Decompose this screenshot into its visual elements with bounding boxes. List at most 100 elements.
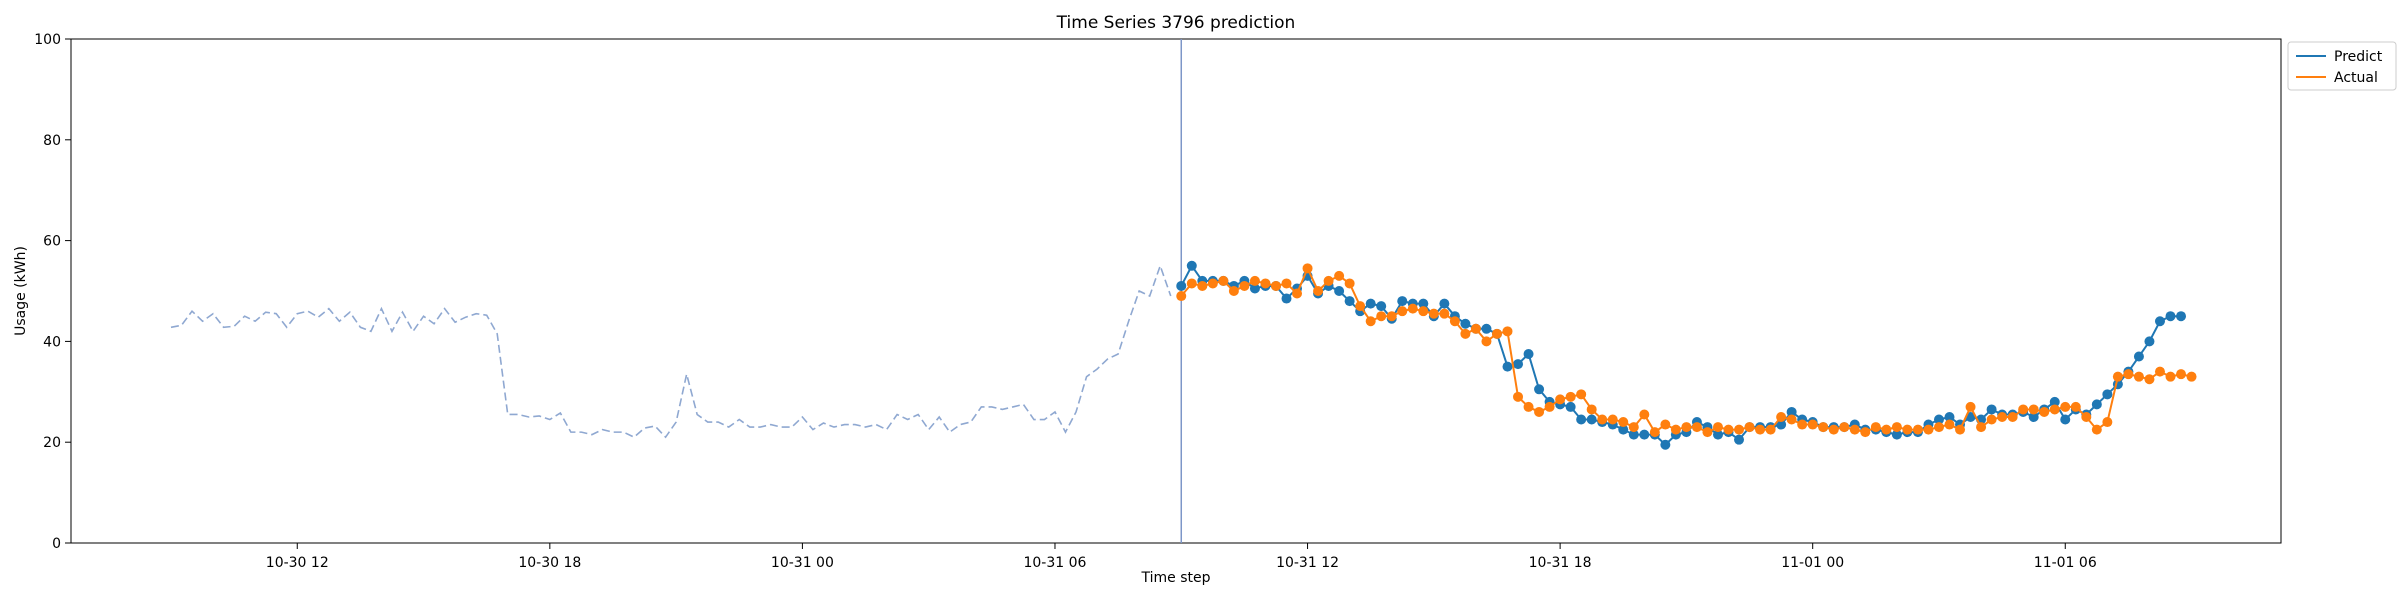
data-point-actual bbox=[1586, 404, 1597, 415]
plot-frame bbox=[70, 38, 2282, 544]
data-point-predict bbox=[2154, 316, 2165, 327]
data-point-actual bbox=[1523, 401, 1534, 412]
data-point-actual bbox=[1376, 311, 1387, 322]
data-point-actual bbox=[1313, 286, 1324, 296]
data-point-actual bbox=[1407, 303, 1418, 314]
data-point-actual bbox=[2039, 406, 2050, 417]
data-point-predict bbox=[1481, 323, 1492, 334]
legend-label-predict: Predict bbox=[2334, 49, 2383, 65]
data-point-actual bbox=[1933, 422, 1944, 433]
data-point-predict bbox=[2176, 311, 2187, 322]
data-point-actual bbox=[1534, 406, 1545, 417]
data-point-predict bbox=[1439, 298, 1450, 309]
data-point-predict bbox=[1502, 361, 1513, 372]
data-point-actual bbox=[1955, 424, 1966, 435]
data-point-predict bbox=[1523, 349, 1534, 359]
data-point-actual bbox=[1607, 414, 1618, 425]
data-point-actual bbox=[1176, 291, 1187, 302]
data-point-actual bbox=[1618, 417, 1629, 428]
data-point-predict bbox=[1281, 293, 1292, 304]
x-axis: 10-30 12 10-30 18 10-31 00 10-31 06 10-31 12… bbox=[266, 543, 2097, 571]
data-point-actual bbox=[1302, 263, 1313, 274]
data-point-actual bbox=[1902, 424, 1913, 435]
data-point-actual bbox=[1470, 323, 1481, 334]
data-point-actual bbox=[2123, 369, 2134, 380]
data-point-predict bbox=[1534, 384, 1545, 395]
x-tick-label: 10-30 18 bbox=[518, 555, 581, 571]
data-point-actual bbox=[1386, 311, 1397, 322]
data-point-predict bbox=[1460, 318, 1471, 329]
data-point-actual bbox=[1555, 394, 1566, 405]
data-point-actual bbox=[1460, 328, 1471, 339]
y-axis: 0 20 40 60 80 100 bbox=[34, 32, 71, 552]
data-point-actual bbox=[1228, 286, 1239, 296]
data-point-actual bbox=[1628, 422, 1639, 433]
data-point-actual bbox=[1734, 424, 1745, 435]
data-point-actual bbox=[1976, 422, 1987, 433]
legend-label-actual: Actual bbox=[2334, 70, 2378, 86]
data-point-predict bbox=[2091, 399, 2102, 410]
data-point-actual bbox=[2060, 401, 2071, 412]
data-point-actual bbox=[1765, 424, 1776, 435]
data-point-predict bbox=[1513, 359, 1524, 370]
data-point-actual bbox=[1365, 316, 1376, 327]
data-point-actual bbox=[1891, 422, 1902, 433]
data-point-actual bbox=[1323, 275, 1334, 286]
data-point-predict bbox=[1565, 401, 1576, 412]
data-point-actual bbox=[2049, 404, 2060, 415]
data-point-actual bbox=[1355, 301, 1366, 312]
data-point-actual bbox=[1807, 419, 1818, 430]
series-predict bbox=[1176, 260, 2187, 450]
data-point-predict bbox=[2060, 414, 2071, 425]
data-point-actual bbox=[1502, 326, 1513, 337]
chart-title: Time Series 3796 prediction bbox=[1056, 13, 1296, 33]
data-point-actual bbox=[1776, 412, 1787, 422]
data-point-actual bbox=[1334, 270, 1345, 281]
data-point-actual bbox=[1860, 427, 1871, 438]
data-point-actual bbox=[1439, 308, 1450, 319]
x-tick-label: 10-31 18 bbox=[1529, 555, 1592, 571]
data-point-actual bbox=[1260, 278, 1271, 289]
data-point-predict bbox=[1712, 429, 1723, 440]
data-point-predict bbox=[1628, 429, 1639, 440]
data-point-actual bbox=[2091, 424, 2102, 435]
data-point-predict bbox=[1776, 419, 1787, 430]
data-point-actual bbox=[1197, 280, 1208, 291]
data-point-actual bbox=[1397, 306, 1408, 317]
plot-area bbox=[170, 39, 2197, 543]
data-point-actual bbox=[1712, 422, 1723, 433]
data-point-actual bbox=[1639, 409, 1650, 420]
data-point-predict bbox=[1986, 404, 1997, 415]
data-point-predict bbox=[2102, 389, 2113, 400]
data-point-actual bbox=[1828, 424, 1839, 435]
y-tick-label: 80 bbox=[43, 133, 61, 149]
x-tick-label: 10-31 06 bbox=[1023, 555, 1086, 571]
data-point-actual bbox=[1544, 401, 1555, 412]
data-point-predict bbox=[1891, 429, 1902, 440]
data-point-predict bbox=[2049, 396, 2060, 407]
data-point-actual bbox=[1691, 422, 1702, 433]
y-tick-label: 100 bbox=[34, 32, 61, 48]
data-point-actual bbox=[2154, 366, 2165, 377]
data-point-predict bbox=[1249, 283, 1260, 294]
data-point-actual bbox=[1881, 424, 1892, 435]
data-point-actual bbox=[1249, 275, 1260, 286]
data-point-actual bbox=[1912, 424, 1923, 435]
y-tick-label: 40 bbox=[43, 334, 61, 350]
data-point-actual bbox=[1818, 422, 1829, 433]
x-tick-label: 11-01 06 bbox=[2034, 555, 2097, 571]
data-point-actual bbox=[1597, 414, 1608, 425]
data-point-actual bbox=[1997, 412, 2008, 422]
data-point-actual bbox=[1270, 280, 1281, 291]
data-point-actual bbox=[2144, 374, 2155, 385]
data-point-predict bbox=[1334, 286, 1345, 296]
data-point-actual bbox=[1292, 288, 1303, 299]
data-point-predict bbox=[1418, 298, 1429, 309]
data-point-predict bbox=[2133, 351, 2144, 362]
data-point-predict bbox=[1933, 414, 1944, 425]
data-point-actual bbox=[1513, 391, 1524, 402]
y-tick-label: 20 bbox=[43, 435, 61, 451]
data-point-actual bbox=[1849, 424, 1860, 435]
data-point-actual bbox=[1681, 422, 1692, 433]
